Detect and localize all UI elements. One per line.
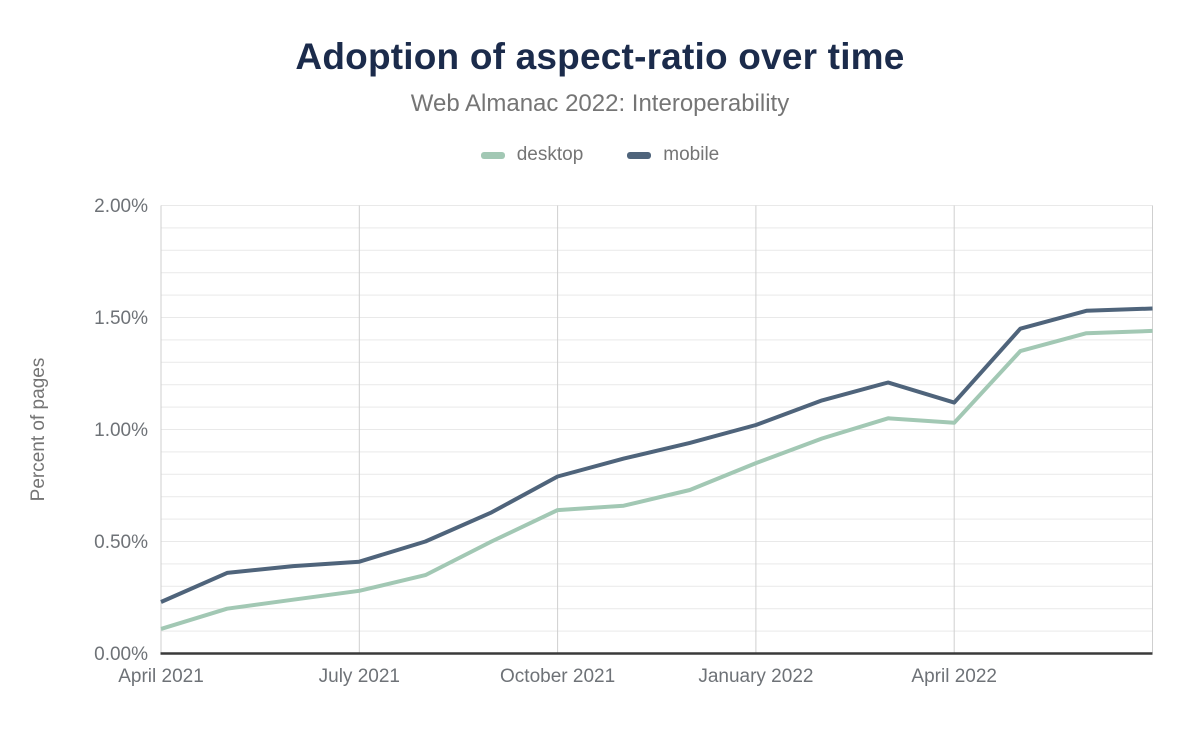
- y-axis-title: Percent of pages: [28, 358, 49, 502]
- mobile-series-swatch-icon: [627, 151, 652, 159]
- y-axis-tick-label: 1.50%: [94, 308, 148, 329]
- y-axis-tick-label: 0.50%: [94, 532, 148, 553]
- desktop-series-swatch-icon: [480, 151, 505, 159]
- x-axis-tick-label: July 2021: [319, 666, 400, 687]
- chart-subtitle: Web Almanac 2022: Interoperability: [410, 90, 790, 117]
- x-axis-tick-label: April 2022: [911, 666, 997, 687]
- legend-label-mobile: mobile: [663, 144, 720, 165]
- y-axis-tick-label: 0.00%: [94, 644, 148, 665]
- x-axis-tick-label: January 2022: [698, 666, 813, 687]
- y-axis-tick-label: 1.00%: [94, 420, 148, 441]
- x-axis-tick-label: October 2021: [500, 666, 615, 687]
- page-title: Adoption of aspect-ratio over time: [295, 36, 905, 77]
- legend-item-mobile: mobile: [627, 144, 719, 166]
- y-axis-tick-label: 2.00%: [94, 196, 148, 217]
- series-line-mobile: [160, 306, 1153, 604]
- legend-item-desktop: desktop: [480, 144, 584, 166]
- legend-label-desktop: desktop: [516, 144, 584, 165]
- series-line-desktop: [160, 328, 1153, 631]
- chart-legend: desktop mobile: [0, 144, 1200, 166]
- x-axis-tick-label: April 2021: [118, 666, 204, 687]
